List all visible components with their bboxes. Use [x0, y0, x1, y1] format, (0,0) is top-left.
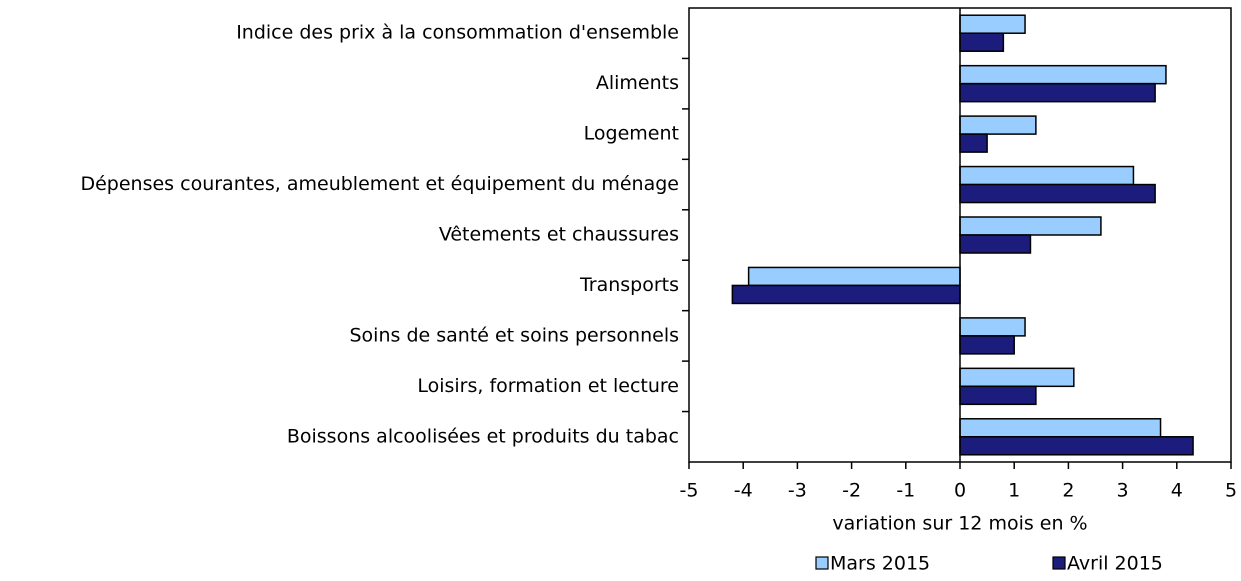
- bar: [959, 385, 1037, 406]
- bar: [959, 317, 1026, 337]
- y-tick-label: Loisirs, formation et lecture: [417, 375, 679, 397]
- y-tick-label: Indice des prix à la consommation d'ense…: [236, 22, 679, 44]
- bar: [959, 183, 1156, 204]
- bar: [959, 64, 1167, 85]
- legend-swatch: [1052, 556, 1066, 570]
- bar: [731, 284, 961, 305]
- bar: [959, 115, 1037, 135]
- y-tick-label: Logement: [584, 123, 679, 145]
- legend-swatch: [815, 556, 829, 570]
- legend-label: Mars 2015: [830, 553, 930, 575]
- bar: [959, 367, 1075, 388]
- bar: [747, 266, 961, 287]
- bar: [959, 32, 1005, 52]
- y-tick-label: Soins de santé et soins personnels: [350, 324, 680, 346]
- y-tick-label: Boissons alcoolisées et produits du taba…: [287, 425, 679, 447]
- x-tick-label: 5: [1225, 480, 1237, 502]
- y-tick-label: Transports: [579, 274, 679, 296]
- bar: [959, 418, 1162, 438]
- legend-label: Avril 2015: [1067, 553, 1163, 575]
- bar: [959, 335, 1015, 355]
- y-tick-label: Aliments: [596, 72, 679, 94]
- y-tick-label: Dépenses courantes, ameublement et équip…: [80, 173, 679, 195]
- x-tick-label: 4: [1171, 480, 1183, 502]
- x-tick-label: -5: [680, 480, 699, 502]
- y-tick-label: Vêtements et chaussures: [439, 224, 679, 246]
- x-tick-label: 2: [1062, 480, 1074, 502]
- x-tick-label: 0: [954, 480, 966, 502]
- bar: [959, 234, 1032, 254]
- bar: [959, 82, 1156, 103]
- x-tick-label: -1: [896, 480, 915, 502]
- x-axis-label: variation sur 12 mois en %: [832, 513, 1087, 535]
- bar: [959, 216, 1102, 236]
- bar: [959, 133, 988, 153]
- x-tick-label: -4: [734, 480, 753, 502]
- bar: [959, 165, 1135, 186]
- x-tick-label: 1: [1008, 480, 1020, 502]
- x-tick-label: -2: [842, 480, 861, 502]
- bar: [959, 436, 1194, 456]
- x-tick-label: -3: [788, 480, 807, 502]
- x-tick-label: 3: [1117, 480, 1129, 502]
- bar: [959, 14, 1026, 34]
